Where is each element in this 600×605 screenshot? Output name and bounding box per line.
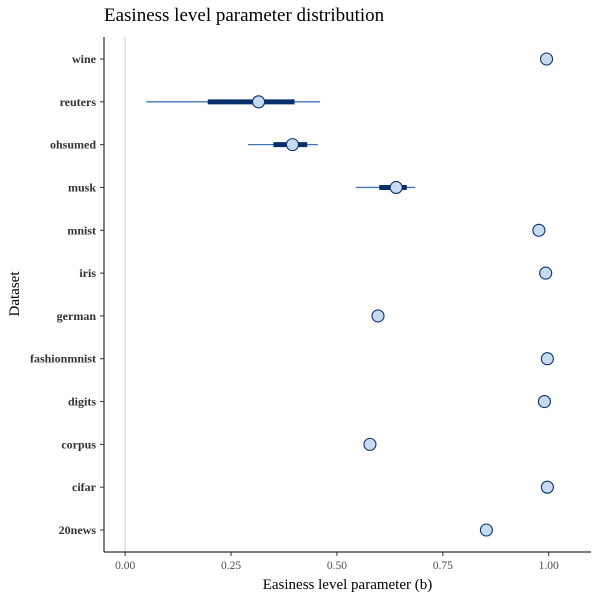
data-point [479,523,493,537]
x-tick-label: 0.25 [221,560,241,572]
y-tick-label: ohsumed [50,138,96,152]
x-tick-label: 0.75 [433,560,453,572]
y-tick-label: mnist [67,223,96,237]
y-tick-label: digits [68,395,96,409]
data-point [389,180,403,195]
x-axis-title: Easiness level parameter (b) [263,577,433,593]
data-point [537,394,551,409]
y-tick-label: musk [68,180,96,194]
y-axis-title: Dataset [7,271,23,317]
data-point [540,480,554,494]
y-tick-label: fashionmnist [30,352,96,366]
data-point [371,309,385,323]
y-tick-label: 20news [59,523,97,537]
data-point [532,223,546,237]
y-tick-label: wine [72,52,97,66]
y-tick-label: reuters [60,95,97,109]
chart-title: Easiness level parameter distribution [104,5,385,26]
data-point [285,138,299,152]
x-tick-label: 1.00 [539,560,559,572]
plot-area: 0.00 0.25 0.50 0.75 1.00 wine reuters ohsumed mu… [30,37,591,572]
data-point [540,352,554,366]
y-tick-label: cifar [72,480,97,494]
data-point [363,437,377,451]
x-tick-label: 0.00 [115,560,135,572]
y-tick-label: corpus [61,437,96,451]
data-point [539,52,554,66]
y-tick-label: iris [79,266,96,280]
data-point [539,266,553,280]
data-point [252,95,266,109]
y-tick-label: german [57,309,97,323]
x-tick-label: 0.50 [327,560,347,572]
